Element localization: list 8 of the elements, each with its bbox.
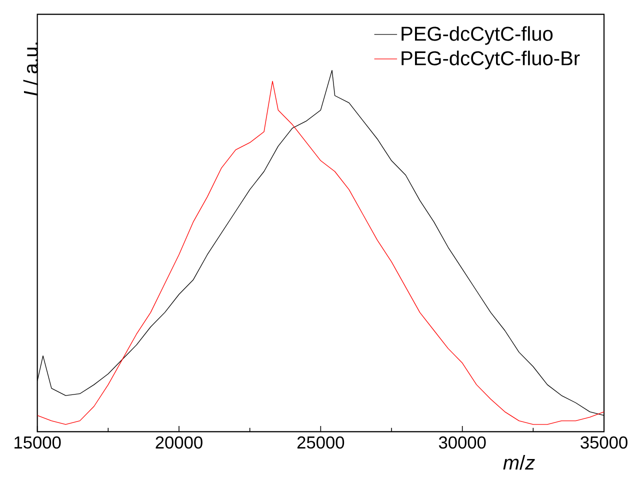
x-tick-label: 20000 xyxy=(156,436,202,449)
x-tick-label: 35000 xyxy=(580,436,628,449)
x-axis-title: m/z xyxy=(503,455,535,470)
x-tick-label: 15000 xyxy=(14,436,61,449)
legend-label: PEG-dcCytC-fluo-Br xyxy=(402,50,580,70)
x-tick-label: 25000 xyxy=(297,436,344,449)
x-tick-label: 30000 xyxy=(438,436,486,449)
legend-label: PEG-dcCytC-fluo xyxy=(402,26,553,45)
